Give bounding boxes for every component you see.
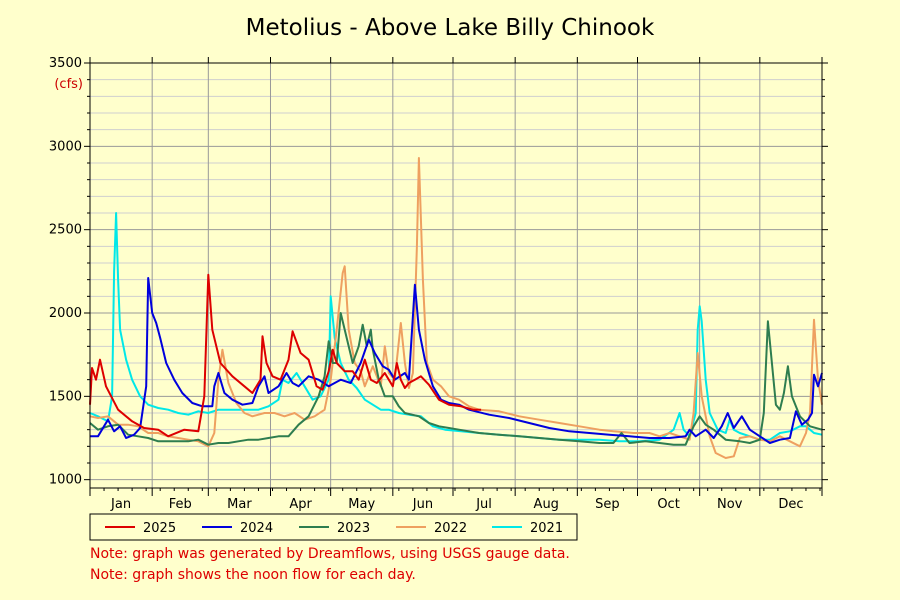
- x-month-label: Jan: [110, 497, 131, 512]
- x-month-label: Dec: [778, 497, 803, 512]
- y-tick-label: 3000: [49, 139, 82, 154]
- x-month-label: Apr: [289, 497, 312, 512]
- axis-ticks: [84, 57, 828, 496]
- note-line-1: Note: graph was generated by Dreamflows,…: [90, 546, 570, 562]
- x-month-label: Jul: [475, 497, 492, 512]
- x-month-label: Feb: [169, 497, 192, 512]
- y-tick-label: 2000: [49, 306, 82, 321]
- legend-label-2025: 2025: [143, 521, 176, 536]
- y-tick-label: 3500: [49, 56, 82, 71]
- x-month-label: Nov: [717, 497, 743, 512]
- legend-label-2022: 2022: [434, 521, 467, 536]
- series-line-2025: [89, 273, 482, 438]
- legend-label-2021: 2021: [530, 521, 563, 536]
- legend-label-2024: 2024: [240, 521, 273, 536]
- x-month-label: Jun: [412, 497, 433, 512]
- legend: 2025 2024 2023 2022 2021: [89, 513, 578, 541]
- series-lines: [89, 157, 823, 459]
- note-line-2: Note: graph shows the noon flow for each…: [90, 567, 416, 583]
- y-tick-label: 1000: [49, 473, 82, 488]
- x-month-labels: Jan Feb Mar Apr May Jun Jul Aug Sep Oct Nov Dec: [110, 497, 803, 512]
- series-line-2021: [89, 212, 823, 443]
- x-month-label: Mar: [227, 497, 252, 512]
- x-month-label: May: [348, 497, 375, 512]
- series-line-2023: [89, 312, 823, 446]
- plot-frame: [89, 62, 823, 489]
- legend-label-2023: 2023: [337, 521, 370, 536]
- y-tick-label: 2500: [49, 223, 82, 238]
- series-line-2024: [90, 277, 823, 444]
- chart-title: Metolius - Above Lake Billy Chinook: [246, 15, 655, 41]
- x-month-label: Oct: [657, 497, 679, 512]
- x-month-label: Aug: [534, 497, 559, 512]
- x-month-label: Sep: [595, 497, 620, 512]
- y-tick-labels: 1000 1500 2000 2500 3000 3500: [49, 56, 82, 488]
- y-unit-label: (cfs): [54, 77, 83, 92]
- y-tick-label: 1500: [49, 389, 82, 404]
